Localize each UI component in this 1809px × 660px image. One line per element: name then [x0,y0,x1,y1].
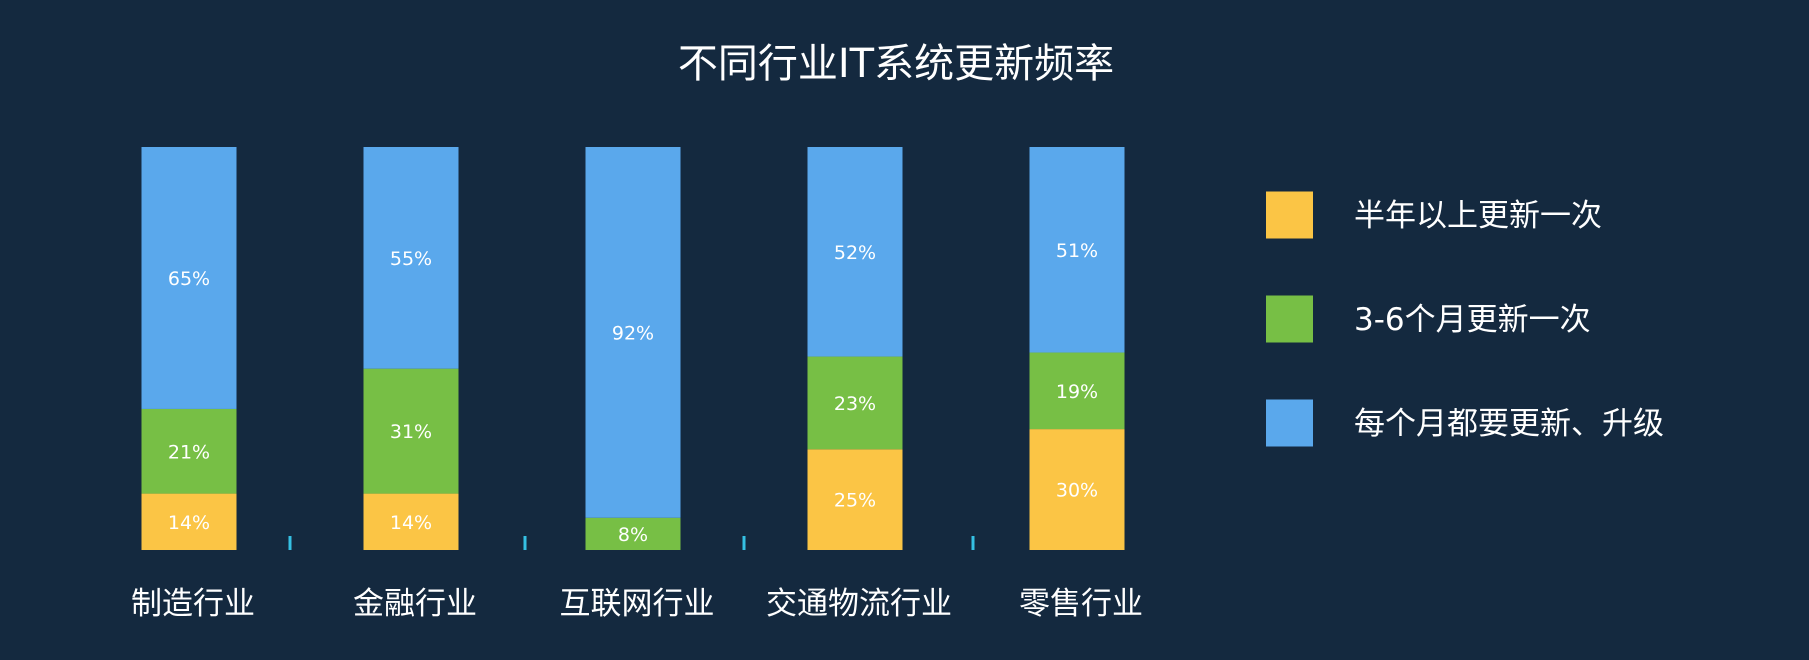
legend-swatch [1266,399,1313,447]
legend-swatch [1266,295,1313,343]
data-label: 23% [834,393,876,415]
bars-layer: 14% 21% 65% 14% 31% 55% 8% 92% 25% 23% 52% 30% 19% 51… [141,147,1125,550]
bar-segment [585,147,681,518]
bar-segment [363,368,459,494]
category-label: 金融行业 [353,586,477,622]
bar-segment [807,147,903,357]
bar-segment [1029,429,1125,550]
data-label: 25% [834,490,876,512]
bar-segment [807,449,903,550]
data-label: 31% [390,421,432,443]
bar-segment [141,493,237,550]
data-label: 30% [1056,480,1098,502]
bar-segment [807,356,903,450]
data-label: 8% [618,524,648,546]
bar-segment [141,147,237,409]
category-label: 制造行业 [131,586,255,622]
bar-segment [585,517,681,550]
category-label: 互联网行业 [560,586,715,622]
data-label: 14% [168,512,210,534]
bar-segment [1029,147,1125,353]
legend-label: 每个月都要更新、升级 [1354,406,1664,442]
bar-segment [363,493,459,550]
legend-label: 3-6个月更新一次 [1354,302,1591,338]
data-label: 52% [834,242,876,264]
bar-segment [363,147,459,369]
bar-segment [141,408,237,494]
category-label: 零售行业 [1019,586,1143,622]
data-label: 21% [168,441,210,463]
legend-label: 半年以上更新一次 [1354,198,1602,234]
data-label: 14% [390,512,432,534]
data-label: 19% [1056,381,1098,403]
category-label: 交通物流行业 [766,586,952,622]
data-label: 65% [168,268,210,290]
chart-title: 不同行业IT系统更新频率 [678,41,1114,87]
x-axis [121,536,1146,553]
data-label: 55% [390,248,432,270]
legend-swatch [1266,191,1313,239]
data-label: 92% [612,322,654,344]
category-labels: 制造行业 金融行业 互联网行业 交通物流行业 零售行业 [131,586,1143,622]
bar-segment [1029,352,1125,430]
data-label: 51% [1056,240,1098,262]
